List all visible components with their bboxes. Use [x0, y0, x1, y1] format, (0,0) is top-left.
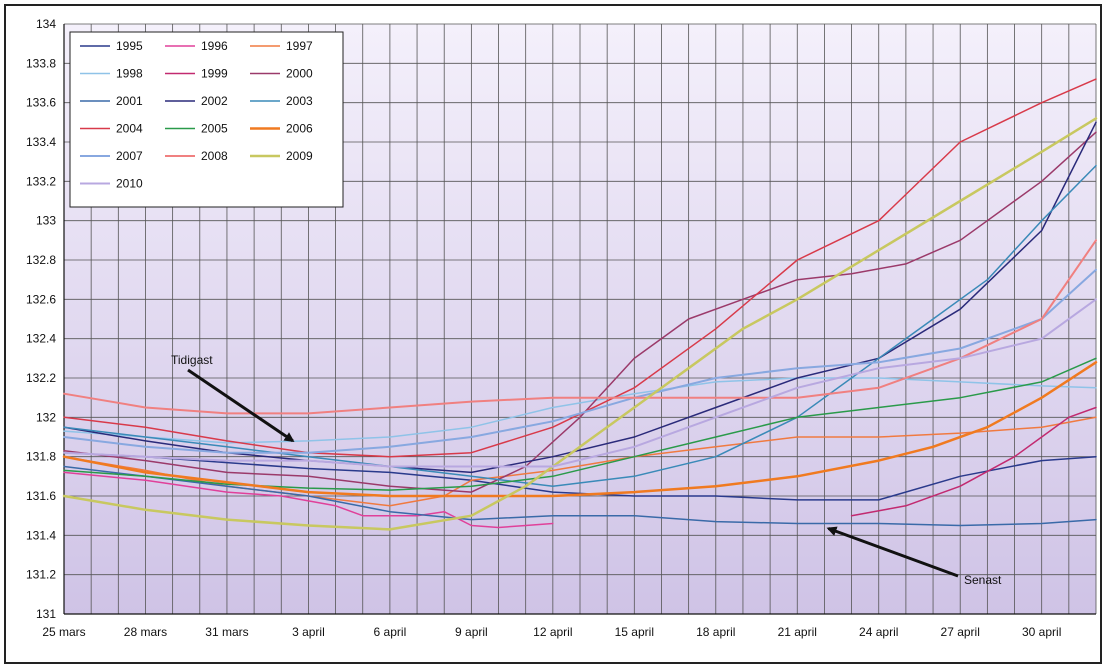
legend-label-2002: 2002	[201, 94, 228, 108]
y-tick-label: 133.2	[26, 174, 56, 188]
y-tick-label: 131.8	[26, 450, 56, 464]
series-line-2010	[63, 298, 1097, 468]
series-line-2006	[62, 361, 1098, 498]
x-tick-label: 31 mars	[205, 625, 248, 639]
legend-label-1999: 1999	[201, 67, 228, 81]
x-tick-label: 28 mars	[124, 625, 167, 639]
y-tick-label: 133.6	[26, 96, 56, 110]
axes: 131 131.2 131.4 131.6 131.8 132 132.2 132.4 132.…	[26, 17, 1096, 639]
line-chart: 131 131.2 131.4 131.6 131.8 132 132.2 132.4 132.…	[26, 17, 1098, 639]
legend-label-2006: 2006	[286, 122, 313, 136]
y-tick-label: 134	[36, 17, 56, 31]
legend-label-2010: 2010	[116, 177, 143, 191]
legend-box	[69, 31, 344, 208]
series-line-2009	[62, 117, 1098, 531]
annotation-senast: Senast	[964, 573, 1002, 587]
legend-label-1998: 1998	[116, 67, 143, 81]
series-line-2007	[63, 268, 1097, 454]
y-tick-label: 133.4	[26, 135, 56, 149]
x-tick-label: 25 mars	[42, 625, 85, 639]
x-tick-label: 27 april	[941, 625, 980, 639]
x-tick-label: 21 april	[778, 625, 817, 639]
series-line-2004	[63, 78, 1097, 458]
y-tick-label: 132.6	[26, 292, 56, 306]
x-tick-label: 15 april	[615, 625, 654, 639]
legend-label-2009: 2009	[286, 149, 313, 163]
y-tick-label: 131	[36, 607, 56, 621]
x-tick-label: 3 april	[292, 625, 325, 639]
series-line-1999	[850, 406, 1097, 517]
legend-label-2004: 2004	[116, 122, 143, 136]
x-tick-label: 6 april	[374, 625, 407, 639]
y-tick-label: 132	[36, 410, 56, 424]
legend-label-2003: 2003	[286, 94, 313, 108]
chart-frame: 131 131.2 131.4 131.6 131.8 132 132.2 132.4 132.…	[4, 4, 1102, 664]
series-line-2000	[63, 131, 1097, 493]
legend-label-1996: 1996	[201, 39, 228, 53]
y-tick-label: 132.4	[26, 332, 56, 346]
y-tick-label: 133	[36, 214, 56, 228]
series-line-2003	[63, 164, 1097, 487]
legend-label-2000: 2000	[286, 67, 313, 81]
y-tick-label: 132.8	[26, 253, 56, 267]
x-tick-label: 12 april	[533, 625, 572, 639]
series-lines	[62, 78, 1098, 531]
series-line-2002	[63, 121, 1097, 474]
annotation-arrow-senast	[826, 526, 959, 578]
x-tick-label: 9 april	[455, 625, 488, 639]
y-tick-label: 132.2	[26, 371, 56, 385]
x-tick-label: 18 april	[696, 625, 735, 639]
annotation-arrow-tidigast	[187, 368, 295, 443]
legend-label-1995: 1995	[116, 39, 143, 53]
series-line-1996	[63, 471, 554, 529]
y-tick-label: 133.8	[26, 56, 56, 70]
y-tick-label: 131.4	[26, 528, 56, 542]
x-tick-label: 24 april	[859, 625, 898, 639]
x-tick-label: 30 april	[1022, 625, 1061, 639]
series-line-2008	[63, 239, 1097, 415]
legend-label-1997: 1997	[286, 39, 313, 53]
legend-label-2007: 2007	[116, 149, 143, 163]
legend-label-2008: 2008	[201, 149, 228, 163]
y-tick-label: 131.2	[26, 568, 56, 582]
annotations: Tidigast Senast	[171, 353, 1002, 587]
series-line-2001	[63, 465, 1097, 527]
y-tick-label: 131.6	[26, 489, 56, 503]
annotation-tidigast: Tidigast	[171, 353, 213, 367]
legend: 1995 1996 1997 1998 1999 2000 2001 2002 2003 2004…	[69, 31, 344, 208]
legend-label-2001: 2001	[116, 94, 143, 108]
legend-label-2005: 2005	[201, 122, 228, 136]
